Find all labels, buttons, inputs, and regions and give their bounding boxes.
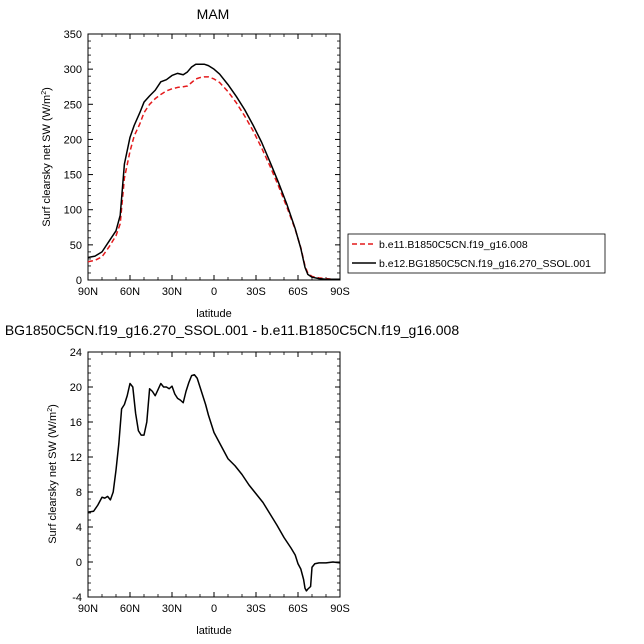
legend-label-series-1: b.e12.BG1850C5CN.f19_g16.270_SSOL.001 [379, 258, 591, 270]
chart-top-y-label-close: ) [41, 87, 53, 91]
chart-top-xtick-label: 30S [246, 286, 266, 298]
chart-top-x-label: latitude [196, 308, 231, 320]
chart-bottom-xtick-label: 30N [162, 603, 182, 615]
chart-bottom-ytick-label: 16 [70, 417, 82, 429]
chart-bottom-ytick-label: 8 [76, 487, 82, 499]
chart-bottom-plot-frame [87, 351, 341, 598]
chart-bottom-y-label-main: Surf clearsky net SW (W/m [47, 412, 59, 544]
chart-bottom-y-label-close: ) [47, 404, 59, 408]
chart-bottom-xtick-label: 30S [246, 603, 266, 615]
chart-bottom-xtick-label: 90N [78, 603, 98, 615]
chart-bottom-xtick-label: 0 [211, 603, 217, 615]
chart-bottom-x-label: latitude [196, 625, 231, 637]
chart-bottom-series-line-0 [87, 374, 341, 592]
chart-top-ytick-label: 300 [64, 64, 82, 76]
chart-top-ytick-label: 50 [70, 240, 82, 252]
chart-top-y-axis: 0 50 100 150 200 250 300 350 [64, 29, 340, 287]
chart-bottom-y-label-sup: 2 [47, 408, 54, 412]
legend-box [347, 233, 606, 274]
chart-top-x-axis: 90N 60N 30N 0 30S 60S 90S [78, 34, 350, 298]
chart-top-ytick-label: 250 [64, 99, 82, 111]
chart-top-ytick-label: 350 [64, 29, 82, 41]
chart-bottom-ytick-label: 20 [70, 382, 82, 394]
chart-bottom-xtick-label: 60S [288, 603, 308, 615]
chart-bottom-ytick-label: 24 [70, 347, 82, 359]
chart-top: MAM 0 50 100 150 200 250 300 350 90N 60N 30N 0 30S 6… [41, 6, 606, 320]
chart-top-xtick-label: 90N [78, 286, 98, 298]
chart-bottom-y-label: Surf clearsky net SW (W/m2) [47, 404, 59, 544]
chart-bottom-xtick-label: 90S [330, 603, 350, 615]
chart-top-ytick-label: 200 [64, 134, 82, 146]
chart-bottom-series [87, 374, 341, 592]
chart-top-title: MAM [197, 6, 230, 22]
chart-top-series [87, 63, 340, 281]
chart-top-xtick-label: 60S [288, 286, 308, 298]
chart-bottom: BG1850C5CN.f19_g16.270_SSOL.001 - b.e11.… [5, 322, 460, 637]
legend-label-series-0: b.e11.B1850C5CN.f19_g16.008 [379, 239, 528, 251]
chart-top-legend: b.e11.B1850C5CN.f19_g16.008 b.e12.BG1850… [347, 233, 606, 274]
chart-top-y-label-sup: 2 [41, 91, 48, 95]
chart-bottom-ytick-label: 4 [76, 522, 82, 534]
chart-top-xtick-label: 60N [120, 286, 140, 298]
chart-top-ytick-label: 0 [76, 275, 82, 287]
chart-top-series-line-0 [87, 76, 340, 281]
chart-top-xtick-label: 0 [211, 286, 217, 298]
chart-top-ytick-label: 150 [64, 170, 82, 182]
chart-top-y-label-main: Surf clearsky net SW (W/m [41, 95, 53, 227]
chart-bottom-title: BG1850C5CN.f19_g16.270_SSOL.001 - b.e11.… [5, 322, 460, 338]
chart-top-xtick-label: 90S [330, 286, 350, 298]
chart-bottom-xtick-label: 60N [120, 603, 140, 615]
chart-top-series-line-1 [87, 63, 340, 281]
chart-bottom-ytick-label: -4 [72, 592, 82, 604]
chart-bottom-ytick-label: 12 [70, 452, 82, 464]
chart-top-ytick-label: 100 [64, 205, 82, 217]
chart-top-y-label: Surf clearsky net SW (W/m2) [41, 87, 53, 227]
chart-bottom-ytick-label: 0 [76, 557, 82, 569]
chart-bottom-x-axis: 90N 60N 30N 0 30S 60S 90S [78, 352, 350, 615]
chart-bottom-y-axis: -4 0 4 8 12 16 20 24 [70, 347, 340, 604]
chart-top-xtick-label: 30N [162, 286, 182, 298]
